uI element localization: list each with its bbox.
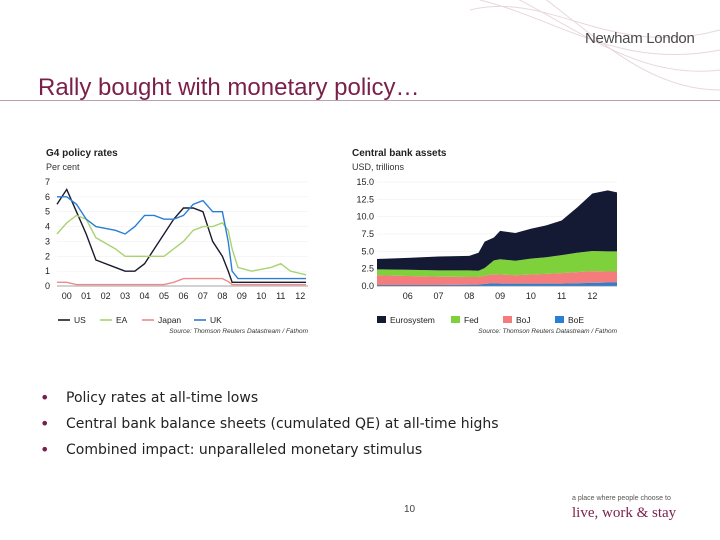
y-tick-label: 0.0: [361, 281, 374, 291]
legend-label: BoJ: [516, 315, 531, 325]
x-tick-label: 06: [403, 291, 413, 301]
series-area-boj: [377, 271, 617, 285]
y-tick-label: 3: [45, 236, 50, 246]
bullet-icon: •: [40, 388, 50, 407]
y-tick-label: 2: [45, 251, 50, 261]
x-tick-label: 07: [434, 291, 444, 301]
y-tick-label: 7.5: [361, 229, 374, 239]
series-area-fed: [377, 250, 617, 277]
x-tick-label: 09: [237, 291, 247, 301]
series-line-ea: [56, 214, 307, 276]
y-tick-label: 4: [45, 222, 50, 232]
legend-label: US: [74, 315, 86, 325]
series-area-eurosystem: [377, 190, 617, 271]
x-tick-label: 12: [295, 291, 305, 301]
chart2-title: Central bank assets: [352, 148, 447, 159]
decorative-swirl: [470, 0, 720, 91]
series-line-uk: [57, 196, 307, 280]
legend-label: UK: [210, 315, 222, 325]
y-tick-label: 7: [45, 177, 50, 187]
brand-name: Newham London: [585, 30, 695, 47]
chart1-title: G4 policy rates: [46, 148, 118, 159]
legend-label: BoE: [568, 315, 584, 325]
y-tick-label: 1: [45, 266, 50, 276]
x-tick-label: 01: [81, 291, 91, 301]
x-tick-label: 07: [198, 291, 208, 301]
y-tick-label: 2.5: [361, 264, 374, 274]
legend-swatch-fed: [451, 316, 460, 323]
legend-swatch-boj: [503, 316, 512, 323]
brand-logo: Newham London: [585, 30, 695, 47]
bullet-icon: •: [40, 414, 50, 433]
x-tick-label: 11: [557, 291, 566, 301]
x-tick-label: 05: [159, 291, 169, 301]
x-tick-label: 00: [62, 291, 72, 301]
page-number: 10: [404, 504, 416, 515]
tagline-small: a place where people choose to: [572, 495, 671, 502]
y-tick-label: 6: [45, 192, 50, 202]
series-line-us: [56, 187, 307, 283]
legend-label: Eurosystem: [390, 315, 435, 325]
legend-label: EA: [116, 315, 128, 325]
y-tick-label: 5: [45, 207, 50, 217]
legend-label: Japan: [158, 315, 181, 325]
y-tick-label: 15.0: [356, 177, 374, 187]
chart-source: Source: Thomson Reuters Datastream / Fat…: [478, 328, 617, 335]
chart2-ylabel: USD, trillions: [352, 162, 405, 172]
legend-label: Fed: [464, 315, 479, 325]
x-tick-label: 06: [178, 291, 188, 301]
list-item: • Combined impact: unparalleled monetary …: [40, 440, 423, 459]
x-tick-label: 04: [140, 291, 150, 301]
legend-swatch-boe: [555, 316, 564, 323]
x-tick-label: 02: [101, 291, 111, 301]
chart-central-bank-assets: 0.0 2.5 5.0 7.5 10.0 12.5 15.0 06 07 08 09 10 11 12 Eu…: [356, 177, 617, 335]
x-tick-label: 08: [464, 291, 474, 301]
y-tick-label: 0: [45, 281, 50, 291]
y-tick-label: 12.5: [356, 194, 374, 204]
tagline-large: live, work & stay: [572, 505, 677, 521]
x-tick-label: 11: [276, 291, 285, 301]
list-item: • Central bank balance sheets (cumulated …: [40, 414, 499, 433]
x-tick-label: 09: [495, 291, 505, 301]
x-tick-label: 10: [256, 291, 266, 301]
y-tick-label: 5.0: [361, 246, 374, 256]
legend-swatch-eurosystem: [377, 316, 386, 323]
x-tick-label: 03: [120, 291, 130, 301]
chart1-ylabel: Per cent: [46, 162, 80, 172]
x-tick-label: 10: [526, 291, 536, 301]
title-divider: [0, 100, 720, 101]
series-line-japan: [57, 277, 307, 286]
y-tick-label: 10.0: [356, 212, 374, 222]
bullet-list: • Policy rates at all-time lows • Central …: [40, 388, 499, 466]
series-area-boe: [377, 282, 617, 286]
page-title: Rally bought with monetary policy…: [38, 74, 420, 101]
bullet-icon: •: [40, 440, 50, 459]
x-tick-label: 12: [587, 291, 597, 301]
list-item: • Policy rates at all-time lows: [40, 388, 259, 407]
chart-source: Source: Thomson Reuters Datastream / Fat…: [169, 328, 308, 335]
x-tick-label: 08: [217, 291, 227, 301]
